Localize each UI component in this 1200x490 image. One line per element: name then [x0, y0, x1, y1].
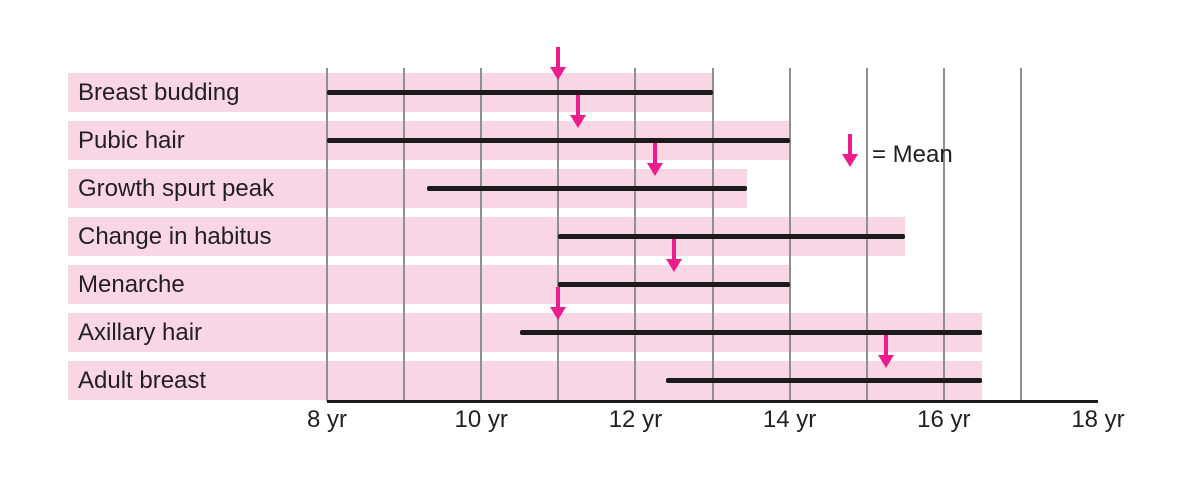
range-bar	[558, 234, 906, 239]
mean-arrow-icon	[665, 239, 682, 272]
mean-arrow-shaft	[883, 335, 888, 355]
range-bar	[519, 330, 983, 335]
mean-arrow-shaft	[848, 134, 852, 154]
range-bar	[327, 138, 790, 143]
mean-arrow-shaft	[556, 47, 561, 67]
mean-arrow-icon	[877, 335, 894, 368]
mean-arrow-shaft	[575, 95, 580, 115]
range-bar	[558, 282, 790, 287]
row-label: Adult breast	[78, 367, 207, 394]
mean-arrow-head	[550, 307, 567, 320]
axis-tick-label: 10 yr	[454, 406, 508, 433]
gridline	[326, 68, 328, 401]
mean-arrow-icon	[569, 95, 586, 128]
mean-arrow-head	[877, 355, 894, 368]
legend-label: = Mean	[872, 141, 953, 168]
mean-arrow-head	[550, 67, 567, 80]
axis-tick-label: 12 yr	[608, 406, 663, 433]
axis-tick-label: 18 yr	[1071, 406, 1125, 433]
row-label: Change in habitus	[78, 223, 272, 250]
mean-arrow-icon	[646, 143, 663, 176]
mean-arrow-shaft	[652, 143, 657, 163]
row-label: Pubic hair	[78, 127, 185, 154]
axis-tick-label: 14 yr	[762, 406, 817, 433]
gridline	[480, 68, 483, 401]
range-bar	[327, 90, 713, 95]
gridline	[942, 68, 945, 401]
row-label: Axillary hair	[78, 319, 203, 346]
range-bar	[427, 186, 748, 191]
axis-tick-label: 16 yr	[917, 406, 971, 433]
mean-arrow-head	[842, 154, 858, 167]
gridline	[1019, 68, 1022, 401]
mean-arrow-icon	[550, 287, 567, 320]
gridline	[403, 68, 406, 401]
row-label: Menarche	[78, 271, 185, 298]
mean-arrow-shaft	[556, 287, 561, 307]
mean-arrow-icon	[550, 47, 567, 80]
mean-arrow-head	[569, 115, 586, 128]
range-bar	[666, 378, 983, 383]
x-axis-line	[327, 400, 1098, 403]
mean-arrow-head	[665, 259, 682, 272]
legend-mean-arrow-icon	[842, 134, 858, 167]
mean-arrow-shaft	[671, 239, 676, 259]
row-label: Growth spurt peak	[78, 175, 275, 202]
axis-tick-label: 8 yr	[306, 406, 348, 433]
row-label: Breast budding	[78, 79, 240, 106]
mean-arrow-head	[646, 163, 663, 176]
